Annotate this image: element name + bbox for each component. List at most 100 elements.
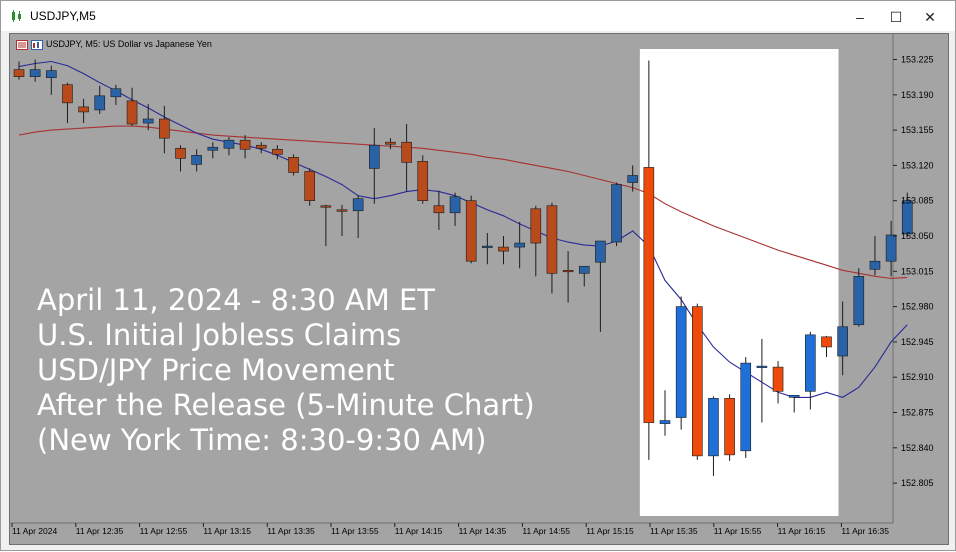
title-bar[interactable]: USDJPY,M5 – ☐ ✕	[1, 1, 955, 31]
candle[interactable]	[272, 148, 283, 155]
candle[interactable]	[449, 196, 461, 214]
chart-symbol-label: USDJPY, M5: US Dollar vs Japanese Yen	[46, 39, 212, 49]
close-button[interactable]: ✕	[924, 9, 936, 25]
candle[interactable]	[869, 260, 881, 270]
candle[interactable]	[546, 205, 558, 274]
y-tick-label: 152.840	[901, 443, 934, 453]
x-tick-label: 11 Apr 16:35	[841, 526, 889, 536]
candle[interactable]	[691, 306, 703, 457]
candle[interactable]	[13, 69, 25, 77]
candle[interactable]	[901, 200, 913, 235]
candle[interactable]	[821, 336, 832, 348]
candle[interactable]	[336, 209, 348, 212]
candle[interactable]	[191, 155, 202, 165]
window-title: USDJPY,M5	[30, 9, 96, 23]
highlight-band	[639, 49, 839, 516]
candle[interactable]	[853, 276, 865, 326]
candle[interactable]	[110, 88, 122, 98]
candle[interactable]	[304, 171, 316, 202]
candle[interactable]	[465, 200, 477, 262]
x-tick-label: 11 Apr 12:55	[140, 526, 188, 536]
candle[interactable]	[433, 205, 445, 214]
x-tick-label: 11 Apr 15:55	[714, 526, 762, 536]
y-tick-label: 153.120	[901, 160, 934, 170]
candle[interactable]	[417, 161, 429, 201]
candle[interactable]	[126, 100, 138, 125]
y-tick-label: 153.190	[901, 90, 934, 100]
candle[interactable]	[740, 362, 752, 452]
x-tick-label: 11 Apr 16:15	[778, 526, 826, 536]
candle[interactable]	[756, 365, 768, 368]
x-tick-label: 11 Apr 14:55	[522, 526, 570, 536]
overlay-line-timeframe: After the Release (5-Minute Chart)	[37, 388, 535, 422]
candle[interactable]	[530, 208, 542, 244]
candle[interactable]	[611, 184, 622, 243]
candle[interactable]	[239, 139, 251, 150]
candle[interactable]	[255, 144, 267, 149]
overlay-line-event: U.S. Initial Jobless Claims	[37, 318, 402, 352]
x-tick-label: 11 Apr 13:15	[203, 526, 251, 536]
candle[interactable]	[578, 265, 590, 274]
y-tick-label: 152.945	[901, 337, 934, 347]
chart-window-icon[interactable]	[31, 39, 43, 50]
candle[interactable]	[562, 269, 574, 273]
x-tick-label: 11 Apr 13:35	[267, 526, 315, 536]
y-tick-label: 153.085	[901, 196, 934, 206]
y-tick-label: 153.155	[901, 125, 934, 135]
x-tick-label: 11 Apr 14:35	[459, 526, 507, 536]
maximize-button[interactable]: ☐	[889, 9, 903, 25]
x-tick-label: 11 Apr 13:55	[331, 526, 379, 536]
chart-list-icon[interactable]	[16, 39, 28, 50]
candle[interactable]	[175, 147, 186, 159]
candle[interactable]	[482, 245, 493, 248]
y-tick-label: 153.225	[901, 55, 934, 65]
candle[interactable]	[805, 334, 816, 392]
candle[interactable]	[514, 242, 525, 248]
y-tick-label: 153.050	[901, 231, 934, 241]
x-tick-label: 11 Apr 14:15	[395, 526, 443, 536]
candle[interactable]	[288, 157, 299, 173]
candle[interactable]	[772, 366, 784, 392]
candle[interactable]	[708, 398, 719, 457]
candle[interactable]	[595, 240, 606, 263]
candle[interactable]	[29, 69, 41, 77]
candle[interactable]	[788, 395, 800, 398]
candle[interactable]	[62, 84, 73, 104]
candle[interactable]	[223, 139, 235, 149]
candle[interactable]	[643, 167, 655, 423]
candle[interactable]	[659, 420, 671, 424]
annotation-overlay: April 11, 2024 - 8:30 AM ET U.S. Initial…	[37, 283, 535, 458]
candle[interactable]	[78, 106, 89, 113]
candle[interactable]	[724, 398, 735, 456]
candle[interactable]	[159, 118, 170, 139]
y-tick-label: 152.875	[901, 408, 934, 418]
y-tick-label: 153.015	[901, 266, 934, 276]
candle[interactable]	[142, 118, 154, 124]
moving-average-fast	[18, 60, 908, 399]
x-tick-label: 11 Apr 2024	[12, 526, 57, 536]
candle[interactable]	[885, 234, 897, 262]
x-tick-label: 11 Apr 15:35	[650, 526, 698, 536]
candle[interactable]	[401, 141, 412, 163]
candle[interactable]	[45, 70, 57, 78]
overlay-line-window: (New York Time: 8:30-9:30 AM)	[37, 423, 487, 457]
candlestick-app-icon	[12, 10, 21, 22]
candle[interactable]	[368, 144, 380, 169]
candle[interactable]	[320, 205, 332, 208]
overlay-line-date: April 11, 2024 - 8:30 AM ET	[37, 283, 435, 317]
candle[interactable]	[675, 306, 687, 418]
candle[interactable]	[352, 198, 364, 212]
candle[interactable]	[627, 175, 639, 183]
chart-header: USDJPY, M5: US Dollar vs Japanese Yen	[16, 39, 212, 50]
y-tick-label: 152.910	[901, 372, 934, 382]
candle[interactable]	[385, 141, 396, 145]
candle[interactable]	[837, 326, 848, 357]
candle[interactable]	[207, 146, 219, 151]
x-tick-label: 11 Apr 12:35	[76, 526, 124, 536]
candle[interactable]	[94, 95, 106, 111]
minimize-button[interactable]: –	[856, 9, 864, 25]
overlay-line-subject: USD/JPY Price Movement	[37, 353, 395, 387]
candle[interactable]	[498, 246, 509, 252]
